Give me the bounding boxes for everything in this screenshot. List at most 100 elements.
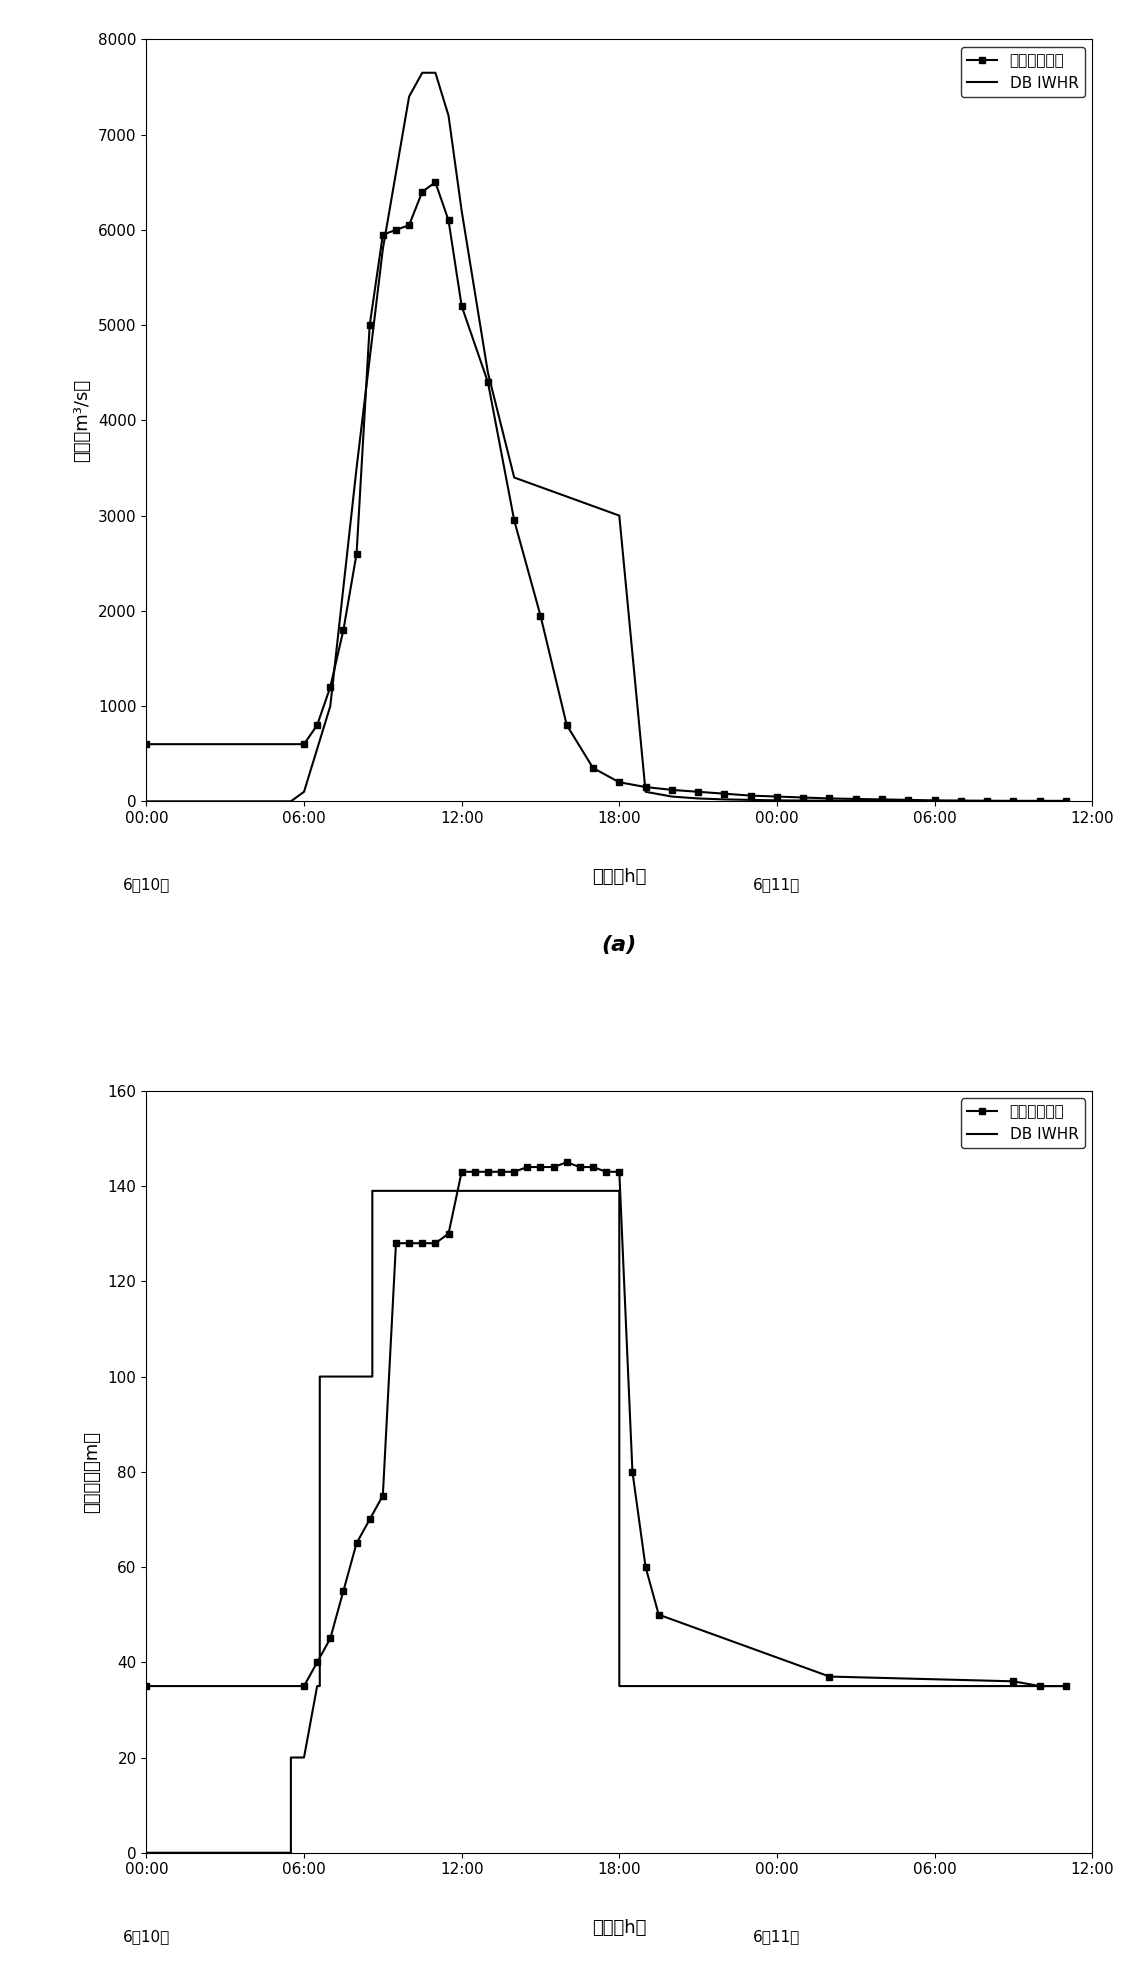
DB IWHR — [363, 1364, 376, 1388]
DB IWHR — [311, 1673, 324, 1697]
DB IWHR — [613, 505, 626, 528]
实测溃口宽变 — [547, 1155, 561, 1179]
实测溃口宽变 — [599, 1161, 613, 1185]
DB IWHR — [665, 1673, 679, 1697]
实测溃口宽变 — [508, 1161, 521, 1185]
实测流量过程 — [665, 779, 679, 802]
DB IWHR — [297, 781, 311, 804]
DB IWHR — [390, 1179, 403, 1202]
DB IWHR — [613, 1179, 626, 1202]
实测流量过程 — [441, 209, 455, 233]
实测流量过程 — [1033, 788, 1046, 812]
Line: DB IWHR: DB IWHR — [146, 73, 1066, 802]
DB IWHR — [1060, 788, 1073, 812]
实测溃口宽变 — [481, 1161, 494, 1185]
DB IWHR — [691, 786, 705, 810]
DB IWHR — [954, 788, 967, 812]
实测溃口宽变 — [1007, 1669, 1020, 1693]
DB IWHR — [928, 1673, 941, 1697]
实测流量过程 — [534, 603, 547, 627]
DB IWHR — [402, 1179, 415, 1202]
DB IWHR — [638, 781, 652, 804]
DB IWHR — [796, 1673, 810, 1697]
实测流量过程 — [875, 788, 888, 812]
DB IWHR — [981, 788, 994, 812]
Text: 6月11日: 6月11日 — [753, 1930, 801, 1943]
实测溃口宽变 — [1033, 1673, 1046, 1697]
实测溃口宽变 — [363, 1508, 376, 1531]
DB IWHR — [284, 1841, 297, 1865]
实测流量过程 — [297, 733, 311, 757]
DB IWHR — [770, 788, 784, 812]
实测溃口宽变 — [441, 1222, 455, 1246]
DB IWHR — [902, 1673, 915, 1697]
实测溃口宽变 — [297, 1673, 311, 1697]
DB IWHR — [599, 1179, 613, 1202]
实测流量过程 — [350, 542, 364, 566]
DB IWHR — [441, 104, 455, 128]
实测流量过程 — [376, 223, 390, 246]
实测流量过程 — [928, 788, 941, 812]
DB IWHR — [587, 495, 600, 518]
DB IWHR — [1007, 1673, 1020, 1697]
DB IWHR — [350, 455, 364, 479]
实测溃口宽变 — [638, 1555, 652, 1579]
DB IWHR — [366, 1364, 379, 1388]
实测溃口宽变 — [560, 1151, 573, 1175]
DB IWHR — [140, 1841, 153, 1865]
实测流量过程 — [1007, 788, 1020, 812]
实测流量过程 — [455, 294, 468, 317]
实测流量过程 — [481, 371, 494, 394]
DB IWHR — [366, 1179, 379, 1202]
实测流量过程 — [613, 771, 626, 794]
实测流量过程 — [1060, 788, 1073, 812]
实测流量过程 — [390, 219, 403, 242]
实测溃口宽变 — [520, 1155, 534, 1179]
DB IWHR — [313, 1673, 327, 1697]
实测流量过程 — [638, 775, 652, 798]
DB IWHR — [376, 1179, 390, 1202]
实测流量过程 — [508, 509, 521, 532]
DB IWHR — [508, 465, 521, 489]
实测流量过程 — [140, 733, 153, 757]
实测溃口宽变 — [1060, 1673, 1073, 1697]
DB IWHR — [140, 790, 153, 814]
Legend: 实测溃口宽变, DB IWHR: 实测溃口宽变, DB IWHR — [960, 1098, 1084, 1149]
实测流量过程 — [981, 788, 994, 812]
Text: 6月11日: 6月11日 — [753, 877, 801, 893]
实测流量过程 — [587, 757, 600, 781]
实测溃口宽变 — [323, 1626, 337, 1650]
Text: 6月10日: 6月10日 — [123, 877, 170, 893]
实测溃口宽变 — [311, 1650, 324, 1673]
DB IWHR — [744, 788, 758, 812]
DB IWHR — [691, 1673, 705, 1697]
DB IWHR — [323, 694, 337, 717]
DB IWHR — [415, 61, 429, 85]
实测流量过程 — [337, 619, 350, 643]
DB IWHR — [402, 85, 415, 108]
DB IWHR — [849, 788, 863, 812]
实测流量过程 — [744, 784, 758, 808]
DB IWHR — [560, 485, 573, 509]
实测溃口宽变 — [823, 1665, 837, 1689]
Text: 6月10日: 6月10日 — [123, 1930, 170, 1943]
实测流量过程 — [770, 784, 784, 808]
DB IWHR — [481, 361, 494, 384]
实测溃口宽变 — [494, 1161, 508, 1185]
DB IWHR — [717, 1673, 731, 1697]
Legend: 实测流量过程, DB IWHR: 实测流量过程, DB IWHR — [960, 47, 1084, 97]
实测溃口宽变 — [390, 1232, 403, 1256]
DB IWHR — [313, 1364, 327, 1388]
DB IWHR — [1060, 1673, 1073, 1697]
实测流量过程 — [402, 213, 415, 237]
Line: DB IWHR: DB IWHR — [146, 1190, 1066, 1853]
DB IWHR — [297, 1746, 311, 1770]
实测溃口宽变 — [455, 1161, 468, 1185]
实测溃口宽变 — [376, 1484, 390, 1508]
DB IWHR — [796, 788, 810, 812]
DB IWHR — [376, 237, 390, 260]
DB IWHR — [954, 1673, 967, 1697]
DB IWHR — [429, 61, 443, 85]
实测溃口宽变 — [626, 1461, 640, 1484]
实测流量过程 — [429, 170, 443, 193]
